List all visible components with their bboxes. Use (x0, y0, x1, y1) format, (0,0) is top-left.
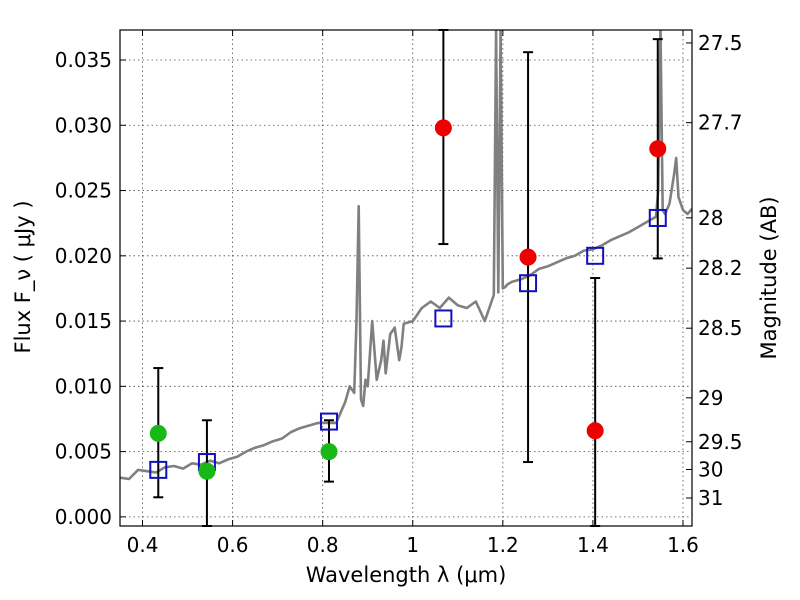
magnitude-tick-label: 28.2 (698, 256, 743, 280)
y-tick-label: 0.010 (55, 374, 112, 398)
grid-layer (120, 30, 692, 526)
y-tick-label: 0.030 (55, 113, 112, 137)
y-tick-label: 0.015 (55, 309, 112, 333)
x-tick-label: 1 (406, 533, 419, 557)
model-square-marker (648, 208, 667, 227)
photometry-point (320, 443, 338, 461)
y-tick-label: 0.005 (55, 440, 112, 464)
magnitude-tick-label: 29.5 (698, 430, 743, 454)
x-axis-ticks: 0.4 0.6 0.8 1 1.2 1.4 1.6 (127, 30, 699, 557)
marker-layer (149, 119, 667, 480)
model-square-marker (434, 309, 453, 328)
y-axis-title: Flux F_ν ( μJy ) (11, 200, 36, 353)
model-spectrum-line (120, 30, 692, 481)
magnitude-axis-ticks: 27.5 27.7 28 28.2 28.5 29 29.5 30 31 (686, 31, 743, 510)
y-tick-label: 0.000 (55, 505, 112, 529)
magnitude-tick-label: 28 (698, 206, 723, 230)
right-axis-title: Magnitude (AB) (757, 196, 781, 359)
x-tick-label: 0.8 (307, 533, 339, 557)
magnitude-tick-label: 27.5 (698, 31, 743, 55)
x-axis-title: Wavelength λ (μm) (306, 563, 507, 587)
magnitude-tick-label: 31 (698, 486, 723, 510)
photometry-point (149, 424, 167, 442)
photometry-point (519, 248, 537, 266)
magnitude-tick-label: 29 (698, 386, 723, 410)
plot-frame (119, 29, 693, 527)
photometry-point (649, 140, 667, 158)
photometry-point (198, 462, 216, 480)
y-tick-label: 0.020 (55, 244, 112, 268)
magnitude-tick-label: 30 (698, 457, 723, 481)
model-square-marker (319, 412, 338, 431)
magnitude-tick-label: 28.5 (698, 316, 743, 340)
photometry-point (586, 422, 604, 440)
model-square-marker (149, 460, 168, 479)
y-axis-ticks: 0.000 0.005 0.010 0.015 0.020 0.025 0.030 0.035 (55, 48, 126, 529)
magnitude-tick-label: 27.7 (698, 111, 743, 135)
x-tick-label: 1.6 (667, 533, 699, 557)
x-tick-label: 1.4 (577, 533, 609, 557)
spectrum-layer (120, 30, 692, 481)
x-tick-label: 0.4 (127, 533, 159, 557)
y-tick-label: 0.025 (55, 179, 112, 203)
model-square-marker (586, 246, 605, 265)
model-square-marker (519, 274, 538, 293)
photometry-point (434, 119, 452, 137)
y-tick-label: 0.035 (55, 48, 112, 72)
x-tick-label: 0.6 (217, 533, 249, 557)
x-tick-label: 1.2 (487, 533, 519, 557)
